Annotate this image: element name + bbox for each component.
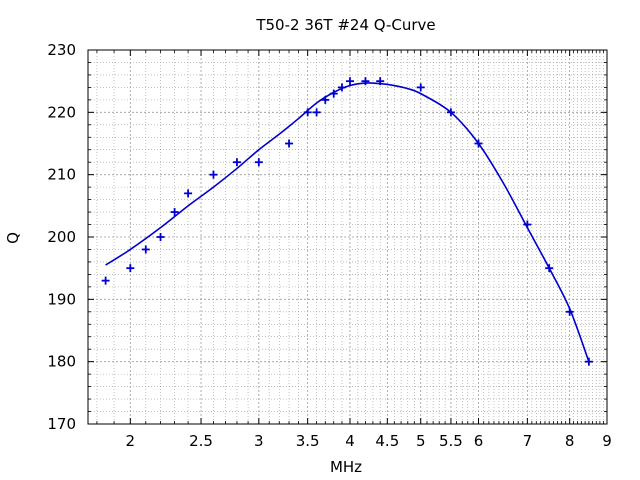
x-tick-label: 3 bbox=[254, 432, 264, 450]
x-tick-label: 2.5 bbox=[189, 432, 213, 450]
data-point-marker bbox=[254, 158, 263, 167]
y-tick-label: 230 bbox=[47, 41, 76, 59]
x-tick-label: 5.5 bbox=[439, 432, 463, 450]
data-point-marker bbox=[170, 208, 179, 217]
x-tick-label: 9 bbox=[602, 432, 612, 450]
major-grid bbox=[88, 50, 607, 424]
data-point-marker bbox=[416, 83, 425, 92]
data-point-marker bbox=[126, 264, 135, 273]
data-point-marker bbox=[101, 276, 110, 285]
x-axis-label: MHz bbox=[330, 458, 362, 476]
chart-title: T50-2 36T #24 Q-Curve bbox=[255, 16, 435, 34]
data-point-marker bbox=[141, 245, 150, 254]
x-tick-label: 6 bbox=[474, 432, 484, 450]
data-point-marker bbox=[184, 189, 193, 198]
y-axis-label: Q bbox=[4, 232, 22, 244]
series-layer bbox=[101, 77, 593, 366]
data-point-marker bbox=[312, 108, 321, 117]
data-point-marker bbox=[285, 139, 294, 148]
data-point-marker bbox=[345, 77, 354, 86]
y-tick-label: 200 bbox=[47, 228, 76, 246]
x-tick-label: 2 bbox=[126, 432, 136, 450]
data-point-marker bbox=[156, 233, 165, 241]
x-tick-label: 5 bbox=[416, 432, 426, 450]
x-tick-label: 3.5 bbox=[296, 432, 320, 450]
data-point-marker bbox=[209, 170, 218, 179]
x-tick-label: 7 bbox=[523, 432, 533, 450]
fit-curve-line bbox=[105, 82, 590, 362]
x-tick-label: 8 bbox=[565, 432, 575, 450]
y-tick-label: 190 bbox=[47, 290, 76, 308]
y-tick-labels: 170 180 190 200 210 220 230 bbox=[47, 41, 76, 433]
axis-ticks bbox=[88, 49, 608, 425]
x-tick-label: 4 bbox=[345, 432, 355, 450]
y-tick-label: 220 bbox=[47, 103, 76, 121]
y-tick-label: 170 bbox=[47, 415, 76, 433]
y-tick-label: 180 bbox=[47, 353, 76, 371]
x-tick-label: 4.5 bbox=[375, 432, 399, 450]
y-tick-label: 210 bbox=[47, 166, 76, 184]
x-tick-labels: 2 2.5 3 3.5 4 4.5 5 5.5 6 7 8 9 bbox=[126, 432, 612, 450]
data-point-marker bbox=[232, 158, 241, 167]
